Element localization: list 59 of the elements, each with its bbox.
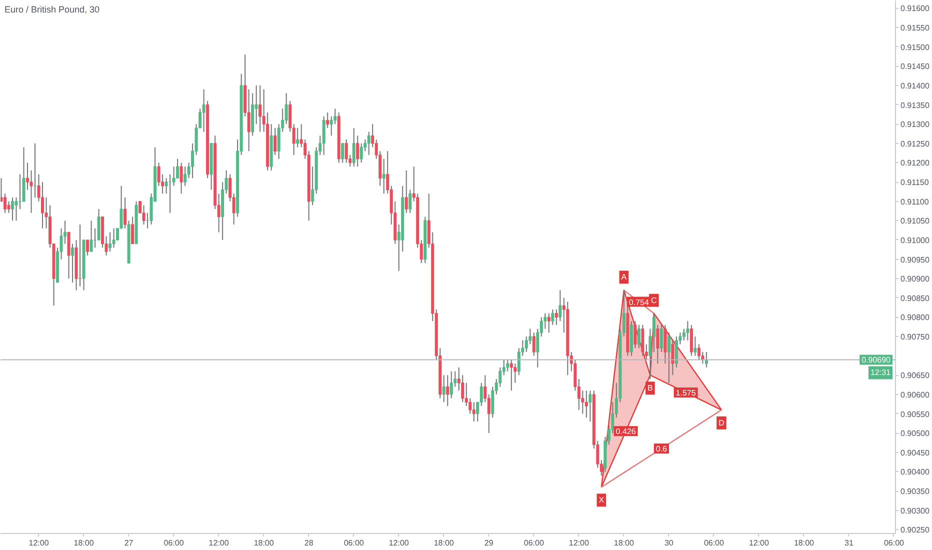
y-tick-label: 0.91000 <box>900 236 930 245</box>
y-tick-label: 0.90450 <box>900 448 930 458</box>
x-tick-label: 12:00 <box>208 538 230 548</box>
annotation: A <box>621 272 628 282</box>
x-tick-label: 31 <box>844 538 854 548</box>
y-tick-label: 0.90950 <box>900 255 930 264</box>
y-tick-label: 0.90250 <box>900 526 930 535</box>
x-tick-label: 06:00 <box>524 538 544 548</box>
x-tick-label: 12:00 <box>388 538 410 548</box>
y-tick-label: 0.91300 <box>900 120 930 130</box>
y-tick-label: 0.90350 <box>900 487 930 496</box>
annotation: 0.6 <box>656 444 668 454</box>
x-tick-label: 18:00 <box>434 538 454 548</box>
x-tick-label: 18:00 <box>794 538 815 548</box>
x-tick-label: 06:00 <box>884 538 905 548</box>
y-tick-label: 0.90850 <box>900 294 930 303</box>
annotation: C <box>651 296 658 305</box>
x-tick-label: 18:00 <box>614 538 634 548</box>
chart-title: Euro / British Pound, 30 <box>4 4 100 14</box>
y-tick-label: 0.90550 <box>900 410 930 419</box>
x-tick-label: 28 <box>304 538 314 548</box>
y-tick-label: 0.90500 <box>900 429 930 438</box>
y-tick-label: 0.91050 <box>900 216 930 226</box>
annotation: 12:31 <box>870 368 892 378</box>
x-tick-label: 27 <box>124 538 134 548</box>
y-tick-label: 0.91250 <box>900 139 930 148</box>
y-tick-label: 0.91550 <box>900 24 930 33</box>
annotation: 0.754 <box>628 298 650 307</box>
x-tick-label: 06:00 <box>344 538 364 548</box>
y-tick-label: 0.91150 <box>900 178 930 188</box>
y-tick-label: 0.90800 <box>900 313 930 322</box>
y-tick-label: 0.90900 <box>900 274 930 284</box>
ref-line-label: 0.90690 <box>862 356 892 365</box>
y-tick-label: 0.90300 <box>900 506 930 516</box>
y-tick-label: 0.91450 <box>900 62 930 72</box>
y-tick-label: 0.90650 <box>900 371 930 380</box>
y-tick-label: 0.91100 <box>900 197 930 206</box>
x-tick-label: 29 <box>484 538 494 548</box>
y-tick-label: 0.90600 <box>900 390 930 400</box>
annotation: 1.575 <box>676 388 696 398</box>
annotation: 0.426 <box>616 427 636 436</box>
x-tick-label: 18:00 <box>74 538 94 548</box>
x-tick-label: 12:00 <box>748 538 770 548</box>
annotation: D <box>718 418 725 428</box>
x-tick-label: 30 <box>664 538 674 548</box>
x-tick-label: 18:00 <box>254 538 274 548</box>
annotation: B <box>648 384 653 393</box>
y-tick-label: 0.91200 <box>900 158 930 168</box>
y-tick-label: 0.91500 <box>900 42 930 52</box>
x-tick-label: 06:00 <box>164 538 184 548</box>
x-tick-label: 06:00 <box>704 538 725 548</box>
annotation: X <box>598 496 605 505</box>
x-tick-label: 12:00 <box>568 538 590 548</box>
y-tick-label: 0.90400 <box>900 468 930 477</box>
y-tick-label: 0.91400 <box>900 81 930 90</box>
y-tick-label: 0.91350 <box>900 100 930 110</box>
y-tick-label: 0.91600 <box>900 4 930 14</box>
y-tick-label: 0.90750 <box>900 332 930 342</box>
x-tick-label: 12:00 <box>28 538 50 548</box>
